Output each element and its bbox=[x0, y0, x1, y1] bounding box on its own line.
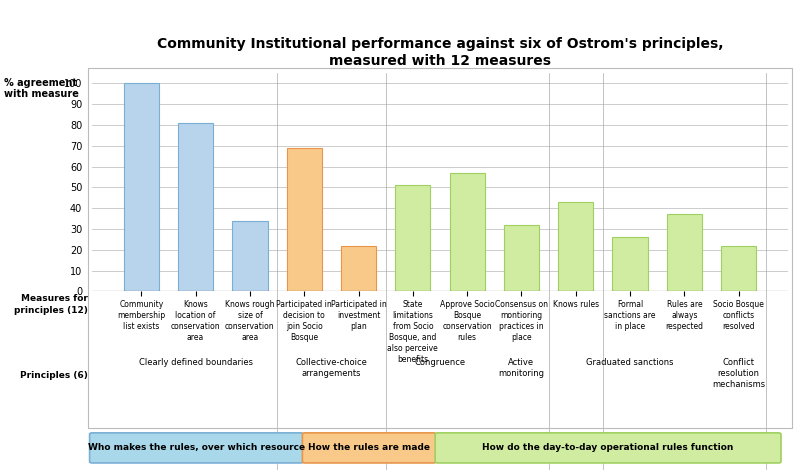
Text: Formal
sanctions are
in place: Formal sanctions are in place bbox=[604, 300, 656, 331]
Text: Who makes the rules, over which resource: Who makes the rules, over which resource bbox=[88, 443, 305, 453]
Bar bbox=[286, 148, 322, 291]
Text: Graduated sanctions: Graduated sanctions bbox=[586, 358, 674, 367]
Text: Principles (6): Principles (6) bbox=[20, 371, 88, 380]
Text: Active
monitoring: Active monitoring bbox=[498, 358, 545, 378]
Text: Participated in
investment
plan: Participated in investment plan bbox=[330, 300, 386, 331]
Text: Knows rough
size of
conservation
area: Knows rough size of conservation area bbox=[225, 300, 274, 342]
Text: Measures for
principles (12): Measures for principles (12) bbox=[14, 294, 88, 314]
Bar bbox=[178, 123, 214, 291]
Text: Knows
location of
conservation
area: Knows location of conservation area bbox=[170, 300, 221, 342]
Bar bbox=[341, 246, 376, 291]
Bar bbox=[395, 185, 430, 291]
Text: How the rules are made: How the rules are made bbox=[308, 443, 430, 453]
Bar bbox=[232, 220, 267, 291]
Text: % agreement
with measure: % agreement with measure bbox=[4, 78, 79, 99]
Text: Knows rules: Knows rules bbox=[553, 300, 599, 309]
Text: State
limitations
from Socio
Bosque, and
also perceive
benefits: State limitations from Socio Bosque, and… bbox=[387, 300, 438, 364]
Text: Socio Bosque
conflicts
resolved: Socio Bosque conflicts resolved bbox=[714, 300, 764, 331]
Text: Participated in
decision to
join Socio
Bosque: Participated in decision to join Socio B… bbox=[276, 300, 332, 342]
Bar bbox=[558, 202, 594, 291]
Title: Community Institutional performance against six of Ostrom's principles,
measured: Community Institutional performance agai… bbox=[157, 37, 723, 68]
Text: How do the day-to-day operational rules function: How do the day-to-day operational rules … bbox=[482, 443, 734, 453]
Bar bbox=[124, 83, 159, 291]
Text: Community
membership
list exists: Community membership list exists bbox=[118, 300, 166, 331]
Text: Clearly defined boundaries: Clearly defined boundaries bbox=[138, 358, 253, 367]
Text: Consensus on
montioring
practices in
place: Consensus on montioring practices in pla… bbox=[495, 300, 548, 342]
Bar bbox=[504, 225, 539, 291]
Bar bbox=[721, 246, 756, 291]
Bar bbox=[613, 237, 648, 291]
Text: Collective-choice
arrangements: Collective-choice arrangements bbox=[295, 358, 367, 378]
Text: Approve Socio
Bosque
conservation
rules: Approve Socio Bosque conservation rules bbox=[440, 300, 494, 342]
Text: Conflict
resolution
mechanisms: Conflict resolution mechanisms bbox=[712, 358, 766, 389]
Text: Rules are
always
respected: Rules are always respected bbox=[666, 300, 703, 331]
Text: Congruence: Congruence bbox=[414, 358, 466, 367]
Bar bbox=[450, 173, 485, 291]
Bar bbox=[666, 214, 702, 291]
